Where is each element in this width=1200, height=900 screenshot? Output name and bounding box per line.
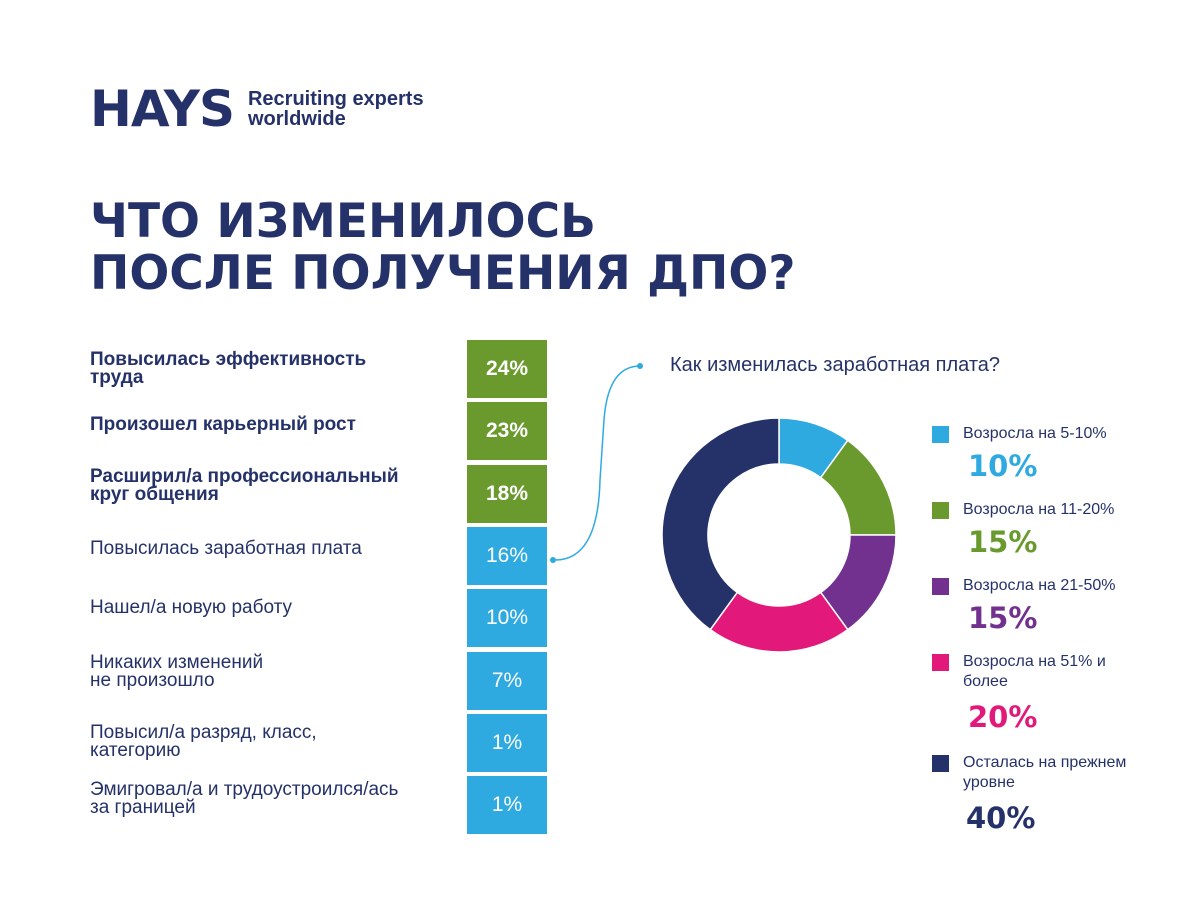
bar-label: Повысилась эффективность труда [90, 349, 430, 388]
legend-label-line: Возросла на 51% и [963, 653, 1106, 670]
bar-value-box: 16% [467, 526, 547, 585]
bar-value-box: 1% [467, 776, 547, 835]
legend-label: Возросла на 51% и более [963, 652, 1153, 692]
legend-label-line: Возросла на 5-10% [963, 425, 1107, 442]
legend-swatch [932, 755, 949, 772]
page-title-line1: ЧТО ИЗМЕНИЛОСЬ [90, 194, 596, 249]
bar-value-box: 10% [467, 589, 547, 648]
bar-label-line: категорию [90, 740, 181, 761]
legend-label-line: Возросла на 11-20% [963, 501, 1115, 518]
bar-label-line: Повысилась заработная плата [90, 538, 362, 559]
legend-swatch [932, 654, 949, 671]
bar-value-box: 18% [467, 464, 547, 523]
legend-value: 15% [968, 601, 1038, 635]
bar-label-line: труда [90, 367, 144, 388]
legend-label-line: уровне [963, 774, 1015, 791]
bar-label-line: за границей [90, 797, 196, 818]
legend-value: 10% [968, 449, 1038, 483]
logo-wordmark: HAYS [90, 80, 235, 138]
bar-label: Никаких изменений не произошло [90, 652, 430, 691]
legend-label-line: Осталась на прежнем [963, 754, 1127, 771]
connector-curve [552, 365, 641, 561]
bar-label: Повысилась заработная плата [90, 538, 430, 559]
bar-label-line: Никаких изменений [90, 652, 264, 673]
logo-tagline: Recruiting experts worldwide [248, 89, 438, 129]
bar-label-line: круг общения [90, 484, 219, 505]
legend-value: 15% [968, 525, 1038, 559]
legend-swatch [932, 502, 949, 519]
legend-label: Возросла на 5-10% [963, 424, 1153, 444]
page-title-line2: ПОСЛЕ ПОЛУЧЕНИЯ ДПО? [90, 246, 796, 301]
page-title: ЧТО ИЗМЕНИЛОСЬ ПОСЛЕ ПОЛУЧЕНИЯ ДПО? [90, 196, 890, 300]
bar-label: Произошел карьерный рост [90, 414, 430, 435]
bar-label: Эмигровал/а и трудоустроился/ась за грани… [90, 779, 430, 818]
bar-label: Расширил/а профессиональный круг общения [90, 466, 430, 505]
hays-logo: HAYS Recruiting experts worldwide [90, 84, 438, 134]
legend-label: Осталась на прежнем уровне [963, 753, 1153, 793]
donut-chart-title: Как изменилась заработная плата? [670, 354, 1001, 376]
legend-value: 20% [968, 700, 1038, 734]
connector-dot-start [550, 557, 556, 563]
bar-label-line: Расширил/а профессиональный [90, 466, 399, 487]
connector-dot-end [637, 363, 643, 369]
bar-label-line: Нашел/а новую работу [90, 597, 293, 618]
bar-label: Повысил/а разряд, класс, категорию [90, 722, 430, 761]
legend-swatch [932, 426, 949, 443]
bar-value-box: 1% [467, 713, 547, 772]
bar-label-line: не произошло [90, 670, 215, 691]
bar-value-box: 24% [467, 340, 547, 398]
legend-label-line: Возросла на 21-50% [963, 577, 1116, 594]
legend-label: Возросла на 21-50% [963, 576, 1153, 596]
legend-value: 40% [966, 801, 1036, 835]
bar-label-line: Повысилась эффективность [90, 349, 367, 370]
bar-label: Нашел/а новую работу [90, 597, 430, 618]
bar-value-box: 7% [467, 651, 547, 710]
legend-swatch [932, 578, 949, 595]
bar-label-line: Повысил/а разряд, класс, [90, 722, 317, 743]
logo-tagline-line1: Recruiting experts [247, 88, 424, 110]
legend-label-line: более [963, 673, 1008, 690]
bar-label-line: Произошел карьерный рост [90, 414, 356, 435]
bar-value-box: 23% [467, 402, 547, 461]
bar-label-line: Эмигровал/а и трудоустроился/ась [90, 779, 399, 800]
logo-tagline-line2: worldwide [247, 108, 346, 130]
legend-label: Возросла на 11-20% [963, 500, 1153, 520]
